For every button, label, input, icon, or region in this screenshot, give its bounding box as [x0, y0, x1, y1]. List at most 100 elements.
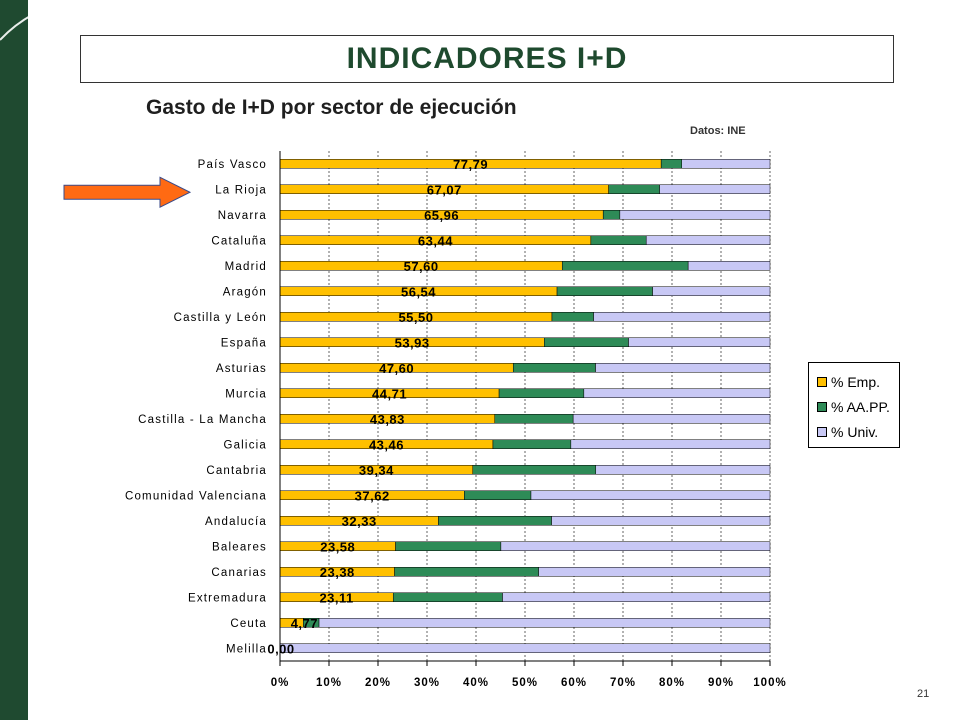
- slide-sidebar: [0, 0, 28, 720]
- value-label: 55,50: [398, 310, 433, 325]
- bar-segment-aapp: [492, 439, 572, 449]
- bar-segment-aapp: [438, 516, 552, 526]
- value-label: 4,77: [291, 616, 318, 631]
- chart-subtitle: Gasto de I+D por sector de ejecución: [146, 96, 517, 119]
- bar-segment-univ: [595, 465, 771, 475]
- category-label: Canarias: [211, 567, 267, 579]
- value-label: 63,44: [418, 233, 453, 248]
- bar-segment-aapp: [472, 465, 597, 475]
- value-label: 32,33: [342, 514, 377, 529]
- category-label: Aragón: [223, 286, 267, 298]
- value-label: 65,96: [424, 208, 459, 223]
- x-tick-label: 10%: [316, 677, 342, 689]
- category-label: Andalucía: [205, 516, 267, 528]
- value-label: 23,38: [320, 565, 355, 580]
- bar-segment-univ: [687, 261, 771, 271]
- data-source: Datos: INE: [690, 125, 746, 137]
- bar-segment-univ: [572, 414, 771, 424]
- highlight-arrow-icon: [63, 176, 192, 209]
- value-label: 23,58: [320, 539, 355, 554]
- bar-segment-aapp: [498, 388, 585, 398]
- category-label: Galicia: [223, 439, 267, 451]
- category-label: Castilla y León: [174, 312, 267, 324]
- bar-segment-univ: [595, 363, 771, 373]
- category-label: Comunidad Valenciana: [125, 490, 267, 502]
- legend-item-univ: % Univ.: [817, 419, 899, 444]
- value-label: 57,60: [404, 259, 439, 274]
- bar-segment-univ: [583, 388, 771, 398]
- value-label: 53,93: [395, 335, 430, 350]
- x-tick-label: 50%: [512, 677, 538, 689]
- category-label: Murcia: [225, 388, 267, 400]
- bar-segment-aapp: [556, 286, 653, 296]
- category-label: Melilla: [226, 643, 267, 655]
- legend-swatch-aapp: [817, 401, 827, 412]
- bar-segment-univ: [551, 516, 771, 526]
- x-tick-label: 100%: [753, 677, 786, 689]
- category-label: España: [221, 337, 267, 349]
- bar-segment-univ: [570, 439, 771, 449]
- value-label: 77,79: [453, 157, 488, 172]
- category-label: Baleares: [212, 541, 267, 553]
- x-tick-label: 60%: [561, 677, 587, 689]
- bar-segment-aapp: [394, 567, 539, 577]
- value-label: 0,00: [267, 641, 294, 656]
- bar-segment-aapp: [544, 337, 629, 347]
- legend-swatch-emp: [817, 376, 827, 387]
- category-label: La Rioja: [215, 184, 267, 196]
- value-label: 44,71: [372, 386, 407, 401]
- value-label: 37,62: [355, 488, 390, 503]
- bar-segment-aapp: [561, 261, 689, 271]
- legend-label-univ: % Univ.: [831, 423, 879, 440]
- value-label: 39,34: [359, 463, 394, 478]
- x-tick-label: 30%: [414, 677, 440, 689]
- legend-item-aapp: % AA.PP.: [817, 394, 899, 419]
- category-label: Asturias: [216, 363, 267, 375]
- bar-segment-univ: [645, 235, 771, 245]
- bar-segment-univ: [318, 618, 771, 628]
- category-label: País Vasco: [198, 159, 267, 171]
- bar-segment-univ: [502, 592, 771, 602]
- category-label: Extremadura: [188, 592, 267, 604]
- bar-segment-aapp: [602, 210, 621, 220]
- bar-segment-univ: [279, 643, 771, 653]
- category-label: Cantabria: [206, 465, 267, 477]
- bar-segment-aapp: [392, 592, 503, 602]
- bar-segment-univ: [628, 337, 771, 347]
- value-label: 43,83: [370, 412, 405, 427]
- bar-segment-univ: [500, 541, 771, 551]
- category-label: Castilla - La Mancha: [138, 414, 267, 426]
- x-tick-label: 90%: [708, 677, 734, 689]
- x-tick-label: 40%: [463, 677, 489, 689]
- value-label: 47,60: [379, 361, 414, 376]
- legend-label-emp: % Emp.: [831, 373, 881, 390]
- bar-segment-univ: [530, 490, 771, 500]
- legend-label-aapp: % AA.PP.: [831, 398, 890, 415]
- title-box: INDICADORES I+D: [80, 35, 894, 83]
- value-label: 67,07: [427, 182, 462, 197]
- category-label: Ceuta: [230, 618, 267, 630]
- bar-segment-aapp: [395, 541, 502, 551]
- value-label: 56,54: [401, 284, 436, 299]
- bar-segment-aapp: [590, 235, 647, 245]
- category-label: Navarra: [218, 210, 267, 222]
- bar-segment-aapp: [494, 414, 574, 424]
- category-label: Madrid: [225, 261, 267, 273]
- bar-segment-univ: [681, 159, 771, 169]
- bar-segment-univ: [593, 312, 771, 322]
- x-tick-label: 20%: [365, 677, 391, 689]
- legend-item-emp: % Emp.: [817, 369, 899, 394]
- bar-segment-aapp: [464, 490, 532, 500]
- bar-segment-univ: [619, 210, 771, 220]
- bar-segment-aapp: [660, 159, 683, 169]
- bar-segment-univ: [659, 184, 771, 194]
- sidebar-arc-decoration: [0, 0, 76, 41]
- value-label: 23,11: [319, 590, 353, 605]
- x-tick-label: 0%: [271, 677, 290, 689]
- slide-title: INDICADORES I+D: [346, 42, 628, 75]
- bar-segment-univ: [652, 286, 771, 296]
- x-tick-label: 70%: [610, 677, 636, 689]
- bar-segment-univ: [538, 567, 771, 577]
- category-label: Cataluña: [211, 235, 267, 247]
